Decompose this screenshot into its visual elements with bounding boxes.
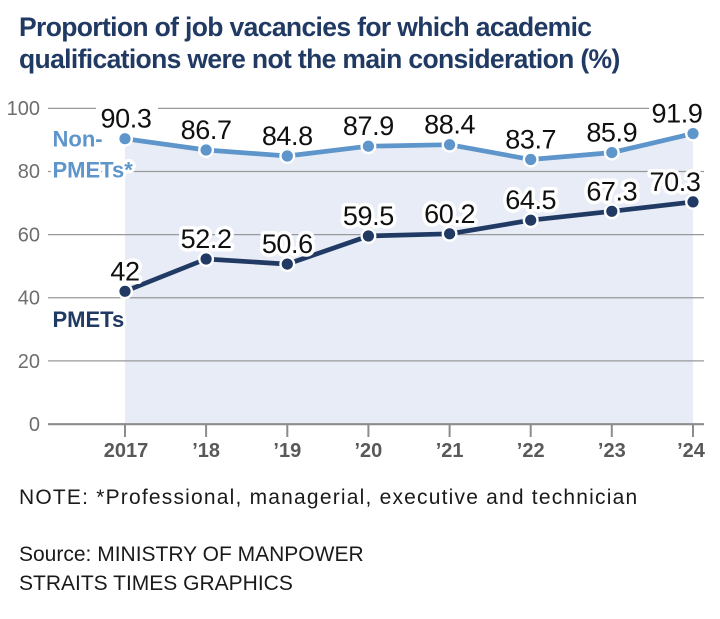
svg-text:PMETs: PMETs bbox=[53, 307, 125, 332]
svg-text:42: 42 bbox=[110, 256, 139, 286]
svg-text:85.9: 85.9 bbox=[586, 118, 637, 148]
svg-text:80: 80 bbox=[18, 161, 40, 183]
svg-text:50.6: 50.6 bbox=[262, 229, 313, 259]
svg-text:NOTE: *Professional, manageria: NOTE: *Professional, managerial, executi… bbox=[19, 486, 638, 509]
svg-text:67.3: 67.3 bbox=[586, 176, 637, 206]
svg-text:64.5: 64.5 bbox=[505, 185, 556, 215]
svg-text:88.4: 88.4 bbox=[424, 110, 475, 140]
svg-text:86.7: 86.7 bbox=[181, 115, 232, 145]
svg-text:60: 60 bbox=[18, 224, 40, 246]
svg-text:84.8: 84.8 bbox=[262, 121, 313, 151]
svg-text:20: 20 bbox=[18, 351, 40, 373]
svg-text:100: 100 bbox=[7, 98, 40, 120]
svg-text:Proportion of job vacancies fo: Proportion of job vacancies for which ac… bbox=[19, 12, 591, 42]
svg-text:2017: 2017 bbox=[104, 440, 149, 462]
svg-text:’19: ’19 bbox=[273, 440, 301, 462]
svg-text:59.5: 59.5 bbox=[343, 201, 394, 231]
svg-text:’24: ’24 bbox=[677, 440, 706, 462]
svg-text:Source: MINISTRY OF MANPOWER: Source: MINISTRY OF MANPOWER bbox=[19, 543, 364, 566]
svg-text:’18: ’18 bbox=[192, 440, 220, 462]
svg-text:STRAITS TIMES GRAPHICS: STRAITS TIMES GRAPHICS bbox=[19, 572, 293, 595]
svg-text:91.9: 91.9 bbox=[652, 99, 703, 129]
svg-text:’23: ’23 bbox=[598, 440, 626, 462]
svg-text:0: 0 bbox=[29, 414, 40, 436]
svg-text:’22: ’22 bbox=[517, 440, 545, 462]
svg-text:60.2: 60.2 bbox=[424, 199, 475, 229]
svg-text:70.3: 70.3 bbox=[650, 167, 701, 197]
svg-text:83.7: 83.7 bbox=[505, 125, 556, 155]
svg-text:’20: ’20 bbox=[354, 440, 382, 462]
svg-text:Non-: Non- bbox=[53, 126, 103, 151]
svg-text:90.3: 90.3 bbox=[101, 104, 152, 134]
svg-text:’21: ’21 bbox=[436, 440, 464, 462]
svg-text:87.9: 87.9 bbox=[343, 111, 394, 141]
svg-text:qualifications were not the ma: qualifications were not the main conside… bbox=[19, 44, 620, 74]
svg-text:40: 40 bbox=[18, 288, 40, 310]
svg-text:PMETs*: PMETs* bbox=[53, 157, 134, 182]
svg-text:52.2: 52.2 bbox=[181, 224, 232, 254]
